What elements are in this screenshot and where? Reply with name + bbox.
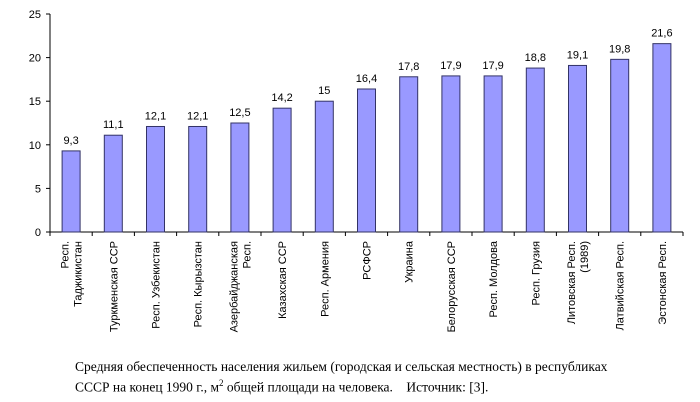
y-tick-label: 15 [29,96,41,108]
data-label: 12,1 [187,110,208,122]
bar [314,100,334,233]
data-label: 16,4 [356,73,377,85]
bar [525,67,545,233]
x-tick-label: Украина [404,240,416,283]
x-tick-label: Респ. [60,241,72,268]
x-tick-label: Таджикистан [73,241,85,307]
x-tick-label: Респ. Кырызстан [193,241,205,327]
data-label: 14,2 [271,92,292,104]
data-label: 21,6 [651,28,672,40]
chart-caption: Средняя обеспеченность населения жильем … [75,358,695,396]
x-tick-label: РСФСР [362,241,374,280]
x-tick-label: Респ. Грузия [530,241,542,306]
data-label: 15 [318,85,330,97]
bar [188,125,208,233]
x-tick-label: Азербайджанская [228,241,240,332]
caption-line-1: Средняя обеспеченность населения жильем … [75,359,608,374]
data-label: 19,8 [609,43,630,55]
bar [61,150,81,233]
x-tick-label: Респ. Узбекистан [151,241,163,329]
bar [357,88,376,233]
x-tick-label: Литовская Респ. [566,241,578,324]
y-tick-label: 5 [35,183,41,195]
x-tick-label: Белорусская ССР [446,241,458,332]
bar [483,75,503,233]
bar [146,125,165,233]
bar [441,75,461,233]
bar [103,134,123,233]
x-tick-label: Туркменская ССР [108,241,120,332]
x-tick-label: Казахская ССР [277,241,289,319]
data-label: 19,1 [567,49,588,61]
bar [652,43,672,233]
x-tick-label: Респ. Армения [319,241,331,317]
bar [610,58,630,233]
caption-line-2b: общей площади на человека. Источник: [3]… [223,379,489,395]
y-tick-label: 25 [29,9,41,21]
x-tick-label: Латвийская Респ. [615,241,627,330]
bar [272,107,292,233]
y-tick-label: 20 [29,53,41,65]
x-tick-label: Респ. Молдова [488,240,500,317]
data-label: 12,5 [229,107,250,119]
data-label: 9,3 [63,135,78,147]
y-tick-label: 10 [29,140,41,152]
caption-superscript: 2 [219,378,224,388]
data-label: 12,1 [145,110,166,122]
data-label: 11,1 [103,119,124,131]
bar [399,76,419,233]
y-tick-label: 0 [35,227,41,239]
data-label: 18,8 [525,52,546,64]
data-label: 17,9 [440,60,461,72]
caption-line-2a: СССР на конец 1990 г., м [75,379,219,395]
x-tick-label: Респ. [241,241,253,268]
data-label: 17,9 [482,60,503,72]
data-label: 17,8 [398,61,419,73]
x-tick-label: Эстонская Респ. [657,241,669,325]
bar [230,122,250,233]
x-tick-label: (1989) [579,241,591,273]
bar [568,64,587,233]
